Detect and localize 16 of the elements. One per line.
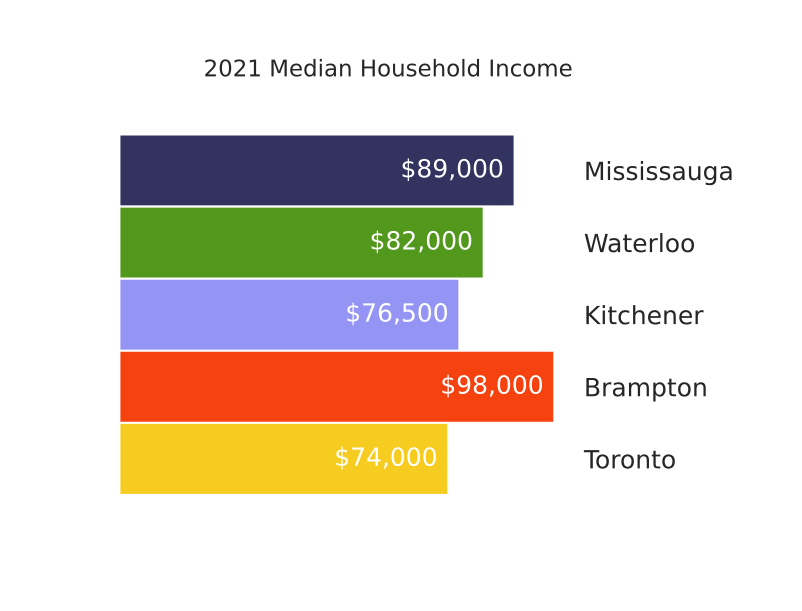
chart-title: 2021 Median Household Income: [205, 58, 572, 77]
data-label: $98,000: [442, 374, 542, 398]
bar: [120, 208, 483, 278]
y-tick-label: Brampton: [586, 378, 706, 402]
y-tick-label: Toronto: [584, 450, 675, 469]
data-label: $89,000: [402, 158, 502, 182]
data-label: $76,500: [347, 302, 447, 326]
bar: [120, 352, 554, 422]
data-label: $82,000: [372, 230, 472, 254]
bar: [120, 424, 448, 494]
y-tick-label: Waterloo: [584, 233, 694, 252]
bar: [120, 280, 458, 350]
bar: [120, 136, 514, 206]
data-label: $74,000: [336, 446, 436, 470]
y-tick-label: Kitchener: [586, 305, 704, 325]
y-tick-label: Mississauga: [586, 160, 732, 186]
